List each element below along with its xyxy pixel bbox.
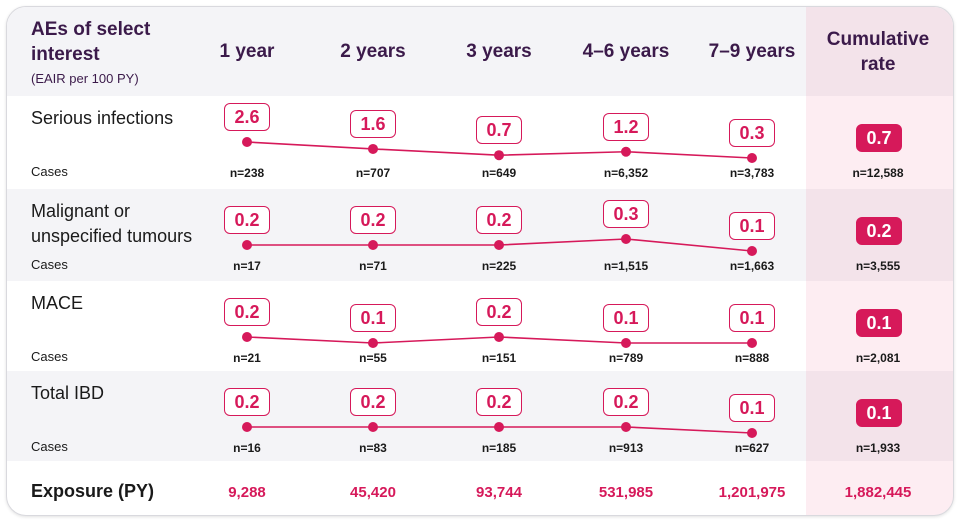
case-count: n=225 (481, 259, 517, 273)
case-count: n=21 (233, 351, 261, 365)
data-label: 1.2 (603, 112, 649, 141)
data-point (242, 137, 252, 147)
row-band (7, 189, 953, 281)
exposure-value: 9,288 (228, 484, 266, 501)
column-header: 4–6 years (582, 41, 670, 62)
data-point (494, 332, 504, 342)
data-point (368, 143, 378, 154)
data-point (242, 332, 252, 342)
row-band (7, 371, 953, 461)
cumulative-rate: 0.1 (856, 309, 902, 337)
data-label: 0.2 (476, 298, 522, 326)
cumulative-cases: n=2,081 (855, 351, 901, 365)
case-count: n=1,663 (729, 259, 775, 273)
column-header: 2 years (340, 41, 406, 62)
cumulative-rate: 0.1 (856, 399, 902, 427)
data-point (747, 428, 757, 438)
case-count: n=888 (734, 351, 770, 365)
data-label: 0.1 (729, 212, 775, 240)
case-count: n=71 (359, 259, 387, 273)
data-point (621, 422, 631, 432)
exposure-cumulative: 1,882,445 (844, 484, 912, 501)
exposure-value: 1,201,975 (718, 484, 786, 501)
cases-label: Cases (31, 164, 68, 179)
column-header: 1 year (219, 41, 275, 62)
exposure-label: Exposure (PY) (31, 481, 155, 501)
case-count: n=83 (359, 441, 387, 455)
data-point (747, 246, 757, 256)
data-point (747, 338, 757, 348)
data-label: 0.1 (350, 304, 396, 332)
cumulative-cases: n=12,588 (852, 166, 904, 180)
table-subtitle: (EAIR per 100 PY) (31, 71, 139, 86)
case-count: n=3,783 (729, 166, 775, 180)
row-label: Serious infections (31, 108, 174, 128)
cumulative-column (806, 7, 953, 515)
cases-label: Cases (31, 257, 68, 272)
data-point (747, 153, 757, 163)
data-label: 0.3 (729, 119, 775, 147)
cases-label: Cases (31, 439, 68, 454)
trend-lines (242, 137, 757, 438)
exposure-value: 45,420 (350, 484, 396, 501)
data-label: 0.2 (224, 206, 270, 234)
data-label: 2.6 (224, 103, 270, 131)
cases-label: Cases (31, 349, 68, 364)
data-label: 0.7 (476, 116, 522, 145)
cumulative-cases: n=3,555 (855, 259, 901, 273)
case-count: n=1,515 (603, 259, 649, 273)
case-count: n=17 (233, 259, 261, 273)
data-point (621, 338, 631, 348)
case-count: n=913 (608, 441, 644, 455)
data-label: 0.3 (603, 200, 649, 228)
exposure-value: 93,744 (476, 484, 522, 501)
case-count: n=238 (229, 166, 265, 180)
data-label: 0.2 (224, 388, 270, 416)
row-label: MACE (31, 293, 84, 313)
data-point (494, 240, 504, 250)
data-point (494, 422, 504, 432)
data-point (242, 422, 252, 432)
header-band (7, 7, 953, 96)
data-label: 0.2 (603, 388, 649, 416)
data-label: 0.2 (476, 388, 522, 416)
case-count: n=151 (481, 351, 517, 365)
data-label: 0.1 (603, 304, 649, 332)
data-point (368, 338, 378, 348)
exposure-value: 531,985 (598, 484, 654, 501)
data-label: 0.1 (729, 304, 775, 332)
data-label: 0.2 (350, 388, 396, 416)
column-header: 7–9 years (708, 41, 796, 62)
case-count: n=16 (233, 441, 261, 455)
data-point (621, 146, 631, 157)
table-title: AEs of select interest (31, 19, 151, 65)
data-point (621, 234, 631, 244)
data-point (494, 150, 504, 161)
case-count: n=649 (481, 166, 517, 180)
cumulative-rate: 0.7 (856, 124, 902, 152)
data-point (242, 240, 252, 250)
cumulative-cases: n=1,933 (855, 441, 901, 455)
data-label: 0.2 (476, 206, 522, 234)
column-header: 3 years (466, 41, 532, 62)
data-label: 0.1 (729, 394, 775, 422)
case-count: n=6,352 (603, 166, 649, 180)
data-point (368, 240, 378, 250)
case-count: n=55 (359, 351, 387, 365)
row-label: Malignant or unspecified tumours (31, 201, 193, 246)
case-count: n=707 (355, 166, 391, 180)
case-count: n=185 (481, 441, 517, 455)
case-count: n=627 (734, 441, 770, 455)
data-point (368, 422, 378, 432)
ae-table-card: AEs of select interest (EAIR per 100 PY)… (6, 6, 954, 516)
data-label: 0.2 (224, 298, 270, 326)
cumulative-rate: 0.2 (856, 217, 902, 245)
case-count: n=789 (608, 351, 644, 365)
data-label: 1.6 (350, 109, 396, 138)
data-label: 0.2 (350, 206, 396, 234)
row-label: Total IBD (31, 383, 105, 403)
cumulative-header: Cumulative rate (826, 29, 930, 75)
